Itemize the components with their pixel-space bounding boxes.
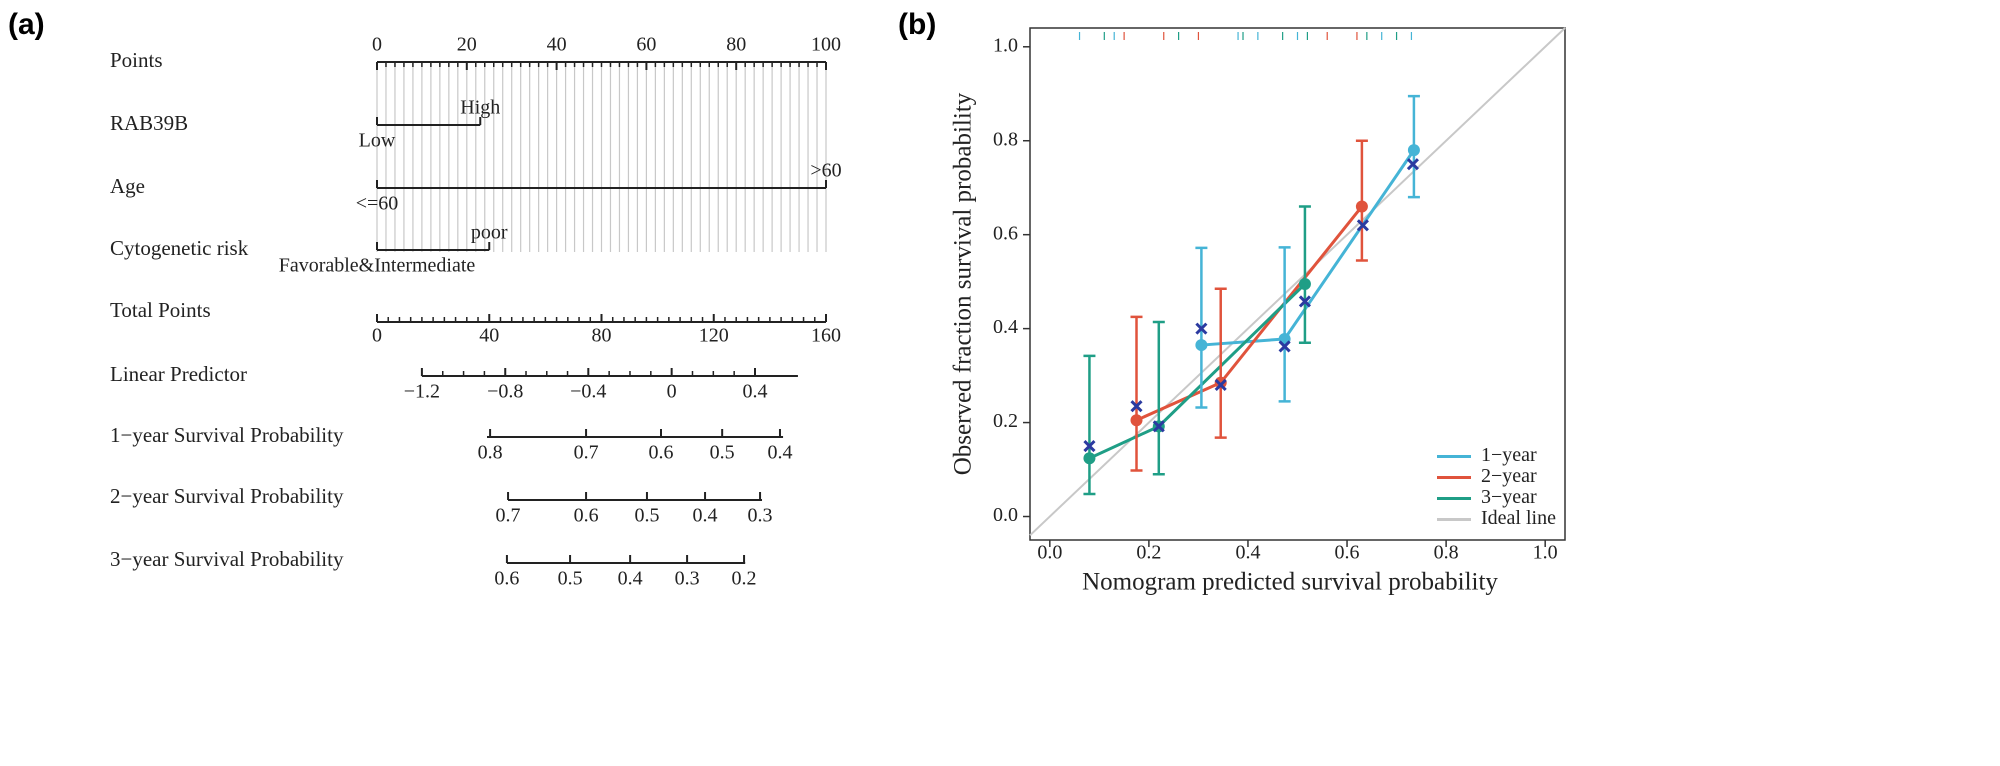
level-label: Favorable&Intermediate (279, 255, 476, 277)
point (1407, 144, 1420, 157)
level-label: High (460, 97, 500, 119)
tick-label: 0 (372, 34, 382, 56)
level-label: <=60 (356, 193, 399, 215)
cross-marker (1152, 420, 1165, 433)
cross-marker (1195, 322, 1208, 335)
level-label: >60 (810, 160, 841, 182)
row-label: Linear Predictor (110, 362, 247, 386)
y-tick-label: 0.0 (993, 504, 1018, 526)
tick-label: −0.4 (570, 381, 606, 403)
legend-label: Ideal line (1481, 507, 1556, 529)
x-tick-label: 0.8 (1434, 542, 1459, 564)
tick-label: 100 (811, 34, 841, 56)
tick-label: 0.4 (743, 381, 768, 403)
tick-label: −0.8 (487, 381, 523, 403)
cross-marker (1278, 340, 1291, 353)
cross-marker (1214, 378, 1227, 392)
level-label: poor (471, 222, 508, 244)
tick-label: 0.3 (675, 568, 700, 590)
error-bar (1278, 246, 1291, 403)
series-line (1029, 27, 1566, 537)
tick-label: 0.5 (558, 568, 583, 590)
tick-label: 0.5 (710, 442, 735, 464)
tick-label: 0.7 (496, 505, 521, 527)
y-tick-label: 1.0 (993, 34, 1018, 56)
error-bar (1298, 205, 1311, 344)
panel-label: (a) (8, 8, 45, 41)
tick-label: −1.2 (404, 381, 440, 403)
tick-label: 0.4 (618, 568, 643, 590)
y-tick-label: 0.2 (993, 410, 1018, 432)
error-bar (1152, 320, 1165, 476)
tick-label: 40 (547, 34, 567, 56)
legend-label: 3−year (1481, 486, 1537, 508)
cross-marker (1083, 439, 1096, 453)
y-tick-label: 0.4 (993, 316, 1018, 338)
tick-label: 0.2 (732, 568, 757, 590)
x-axis-title: Nomogram predicted survival probability (1082, 569, 1498, 596)
tick-label: 0.3 (748, 505, 773, 527)
cross-marker (1298, 295, 1311, 308)
y-axis-title: Observed fraction survival probability (950, 92, 977, 475)
row-label: Total Points (110, 298, 211, 322)
y-tick-label: 0.8 (993, 128, 1018, 150)
legend-label: 1−year (1481, 444, 1537, 466)
tick-label: 0.5 (634, 505, 659, 527)
point (1130, 414, 1143, 427)
cross-marker (1356, 219, 1369, 232)
series-line (1088, 282, 1306, 460)
tick-label: 80 (726, 34, 746, 56)
tick-label: 0.4 (693, 505, 718, 527)
point (1083, 452, 1096, 465)
tick-label: 80 (592, 325, 612, 347)
error-bar (1083, 354, 1096, 496)
row-label: 3−year Survival Probability (110, 547, 344, 571)
x-tick-label: 1.0 (1533, 542, 1558, 564)
row-label: 1−year Survival Probability (110, 423, 344, 447)
tick-label: 0 (667, 381, 677, 403)
tick-label: 0.6 (494, 568, 519, 590)
row-label: RAB39B (110, 111, 188, 135)
tick-label: 0.6 (648, 442, 673, 464)
x-tick-label: 0.6 (1335, 542, 1360, 564)
tick-label: 160 (811, 325, 841, 347)
tick-label: 60 (636, 34, 656, 56)
row-label: Age (110, 174, 145, 198)
row-label: 2−year Survival Probability (110, 484, 344, 508)
error-bar (1214, 287, 1227, 439)
point (1214, 376, 1227, 389)
tick-label: 0 (372, 325, 382, 347)
cross-marker (1406, 158, 1419, 171)
x-tick-label: 0.0 (1037, 542, 1062, 564)
point (1195, 339, 1208, 352)
row-label: Points (110, 48, 163, 72)
tick-label: 120 (699, 325, 729, 347)
panel-label: (b) (898, 8, 936, 41)
row-label: Cytogenetic risk (110, 236, 249, 260)
error-bar (1130, 315, 1143, 472)
tick-label: 0.6 (574, 505, 599, 527)
tick-label: 0.4 (767, 442, 792, 464)
point (1298, 278, 1311, 290)
series-line (1201, 149, 1416, 347)
y-tick-label: 0.6 (993, 222, 1018, 244)
x-tick-label: 0.4 (1235, 542, 1260, 564)
level-label: Low (359, 130, 396, 152)
tick-label: 0.7 (574, 442, 599, 464)
point (1355, 200, 1368, 213)
tick-label: 20 (457, 34, 477, 56)
x-tick-label: 0.2 (1136, 542, 1161, 564)
legend-label: 2−year (1481, 465, 1537, 487)
cross-marker (1130, 400, 1143, 413)
tick-label: 0.8 (478, 442, 503, 464)
plot-frame (1029, 27, 1566, 541)
tick-label: 40 (479, 325, 499, 347)
series-line (1135, 205, 1364, 422)
